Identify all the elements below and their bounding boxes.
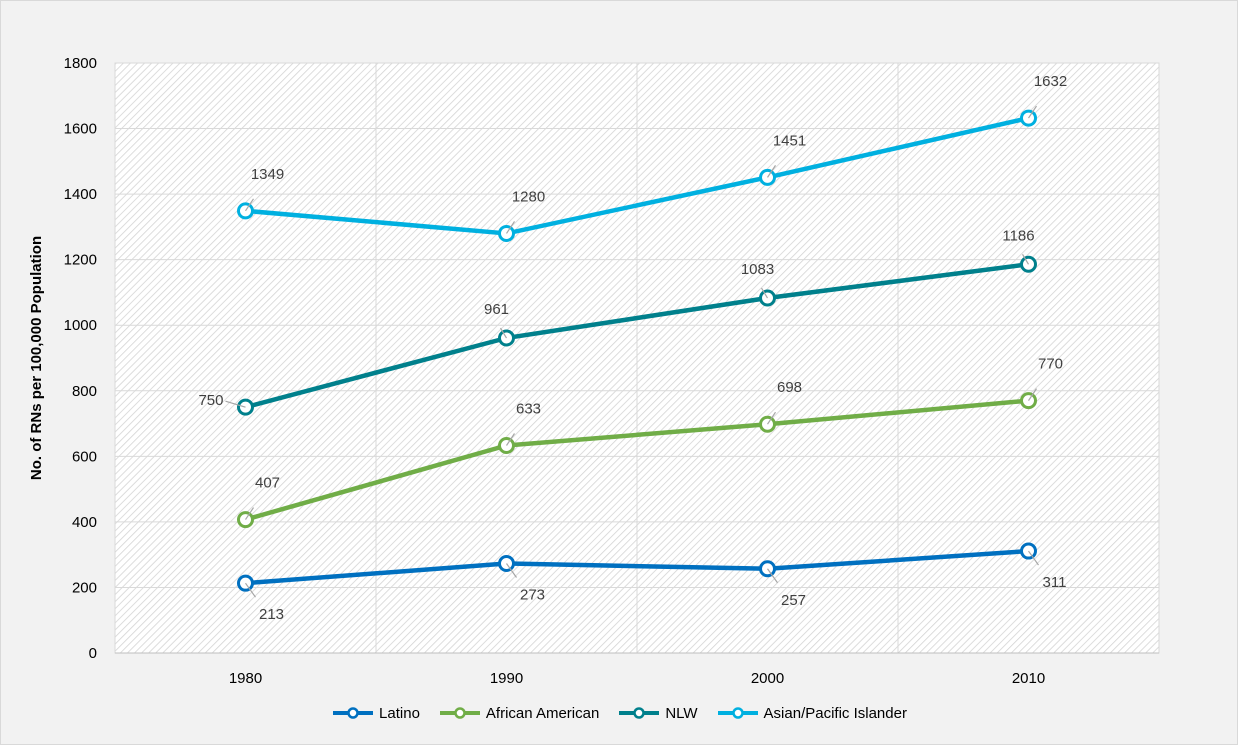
y-tick-label: 0 xyxy=(89,645,97,662)
data-label: 750 xyxy=(198,392,223,409)
legend-swatch-marker xyxy=(633,707,646,719)
series-line xyxy=(244,398,1029,522)
series-lines xyxy=(237,109,1037,592)
data-label-leader xyxy=(499,327,508,339)
legend-swatch-marker xyxy=(347,707,359,719)
data-label-leader xyxy=(1028,550,1039,566)
legend-item: Latino xyxy=(331,705,420,722)
x-tick-label: 2000 xyxy=(751,670,784,687)
data-label: 311 xyxy=(1043,574,1067,591)
x-tick-label: 2010 xyxy=(1012,670,1045,687)
y-tick-label: 600 xyxy=(72,448,97,465)
legend-swatch-marker xyxy=(454,707,466,719)
data-label: 1349 xyxy=(251,166,284,183)
legend-label: African American xyxy=(485,704,600,722)
data-label-leader xyxy=(760,287,769,299)
data-label-leader xyxy=(1028,388,1037,401)
data-label: 1186 xyxy=(1002,227,1034,244)
data-label-leader xyxy=(506,563,517,578)
y-tick-label: 1200 xyxy=(64,252,97,269)
legend-label: Asian/Pacific Islander xyxy=(763,704,907,722)
data-label-leader xyxy=(506,221,515,234)
y-tick-label: 1600 xyxy=(64,121,97,138)
data-label-leader xyxy=(245,507,254,520)
data-label-leader xyxy=(767,568,778,584)
axes: 0 200 400 600 800 1000 1200 1400 1600 1800 1980 199… xyxy=(64,55,1159,687)
y-tick-label: 400 xyxy=(72,514,97,531)
data-label: 698 xyxy=(777,379,802,396)
y-tick-label: 800 xyxy=(72,383,97,400)
x-tick-label: 1980 xyxy=(229,670,262,687)
y-axis-title: No. of RNs per 100,000 Population xyxy=(28,236,45,480)
legend-swatch xyxy=(333,707,374,719)
y-tick-label: 200 xyxy=(72,579,97,596)
data-label-leader xyxy=(245,198,254,212)
data-label-leader xyxy=(767,411,776,425)
data-label: 1632 xyxy=(1034,73,1067,90)
data-label: 257 xyxy=(781,592,806,609)
legend-item: Asian/Pacific Islander xyxy=(716,705,907,722)
y-tick-label: 1800 xyxy=(64,55,97,72)
data-label-leader xyxy=(225,400,246,408)
data-label: 273 xyxy=(520,587,545,604)
x-tick-label: 1990 xyxy=(490,670,523,687)
legend-swatch xyxy=(619,707,660,719)
legend-swatch xyxy=(439,707,480,719)
data-label-leader xyxy=(506,433,515,446)
legend-label: NLW xyxy=(665,704,698,722)
legend-label: Latino xyxy=(379,704,420,722)
gridlines xyxy=(115,62,1159,653)
series-line xyxy=(245,115,1029,236)
data-labels: 213 273 257 311 407 633 698 770 750 961 1083 1186 13… xyxy=(198,73,1067,623)
data-label: 407 xyxy=(255,475,280,492)
data-label-leader xyxy=(245,582,256,598)
data-label: 633 xyxy=(516,401,541,418)
legend-swatch xyxy=(717,707,758,719)
data-label: 1083 xyxy=(741,261,774,278)
legend: Latino African American NLW Asian/Pacific I… xyxy=(0,700,1238,726)
data-label-leader xyxy=(1028,105,1037,119)
legend-item: NLW xyxy=(617,704,698,722)
series-line xyxy=(244,262,1029,410)
data-label-leader xyxy=(1021,253,1030,265)
y-tick-label: 1000 xyxy=(64,317,97,334)
legend-item: African American xyxy=(438,705,599,722)
data-label: 961 xyxy=(484,301,509,318)
legend-swatch-marker xyxy=(731,707,744,719)
data-label: 1280 xyxy=(512,188,545,205)
data-label: 770 xyxy=(1038,356,1063,373)
data-label-leader xyxy=(767,165,776,178)
y-tick-label: 1400 xyxy=(64,186,97,203)
data-label: 1451 xyxy=(773,132,806,149)
series-line xyxy=(245,548,1029,586)
data-label: 213 xyxy=(259,606,284,623)
